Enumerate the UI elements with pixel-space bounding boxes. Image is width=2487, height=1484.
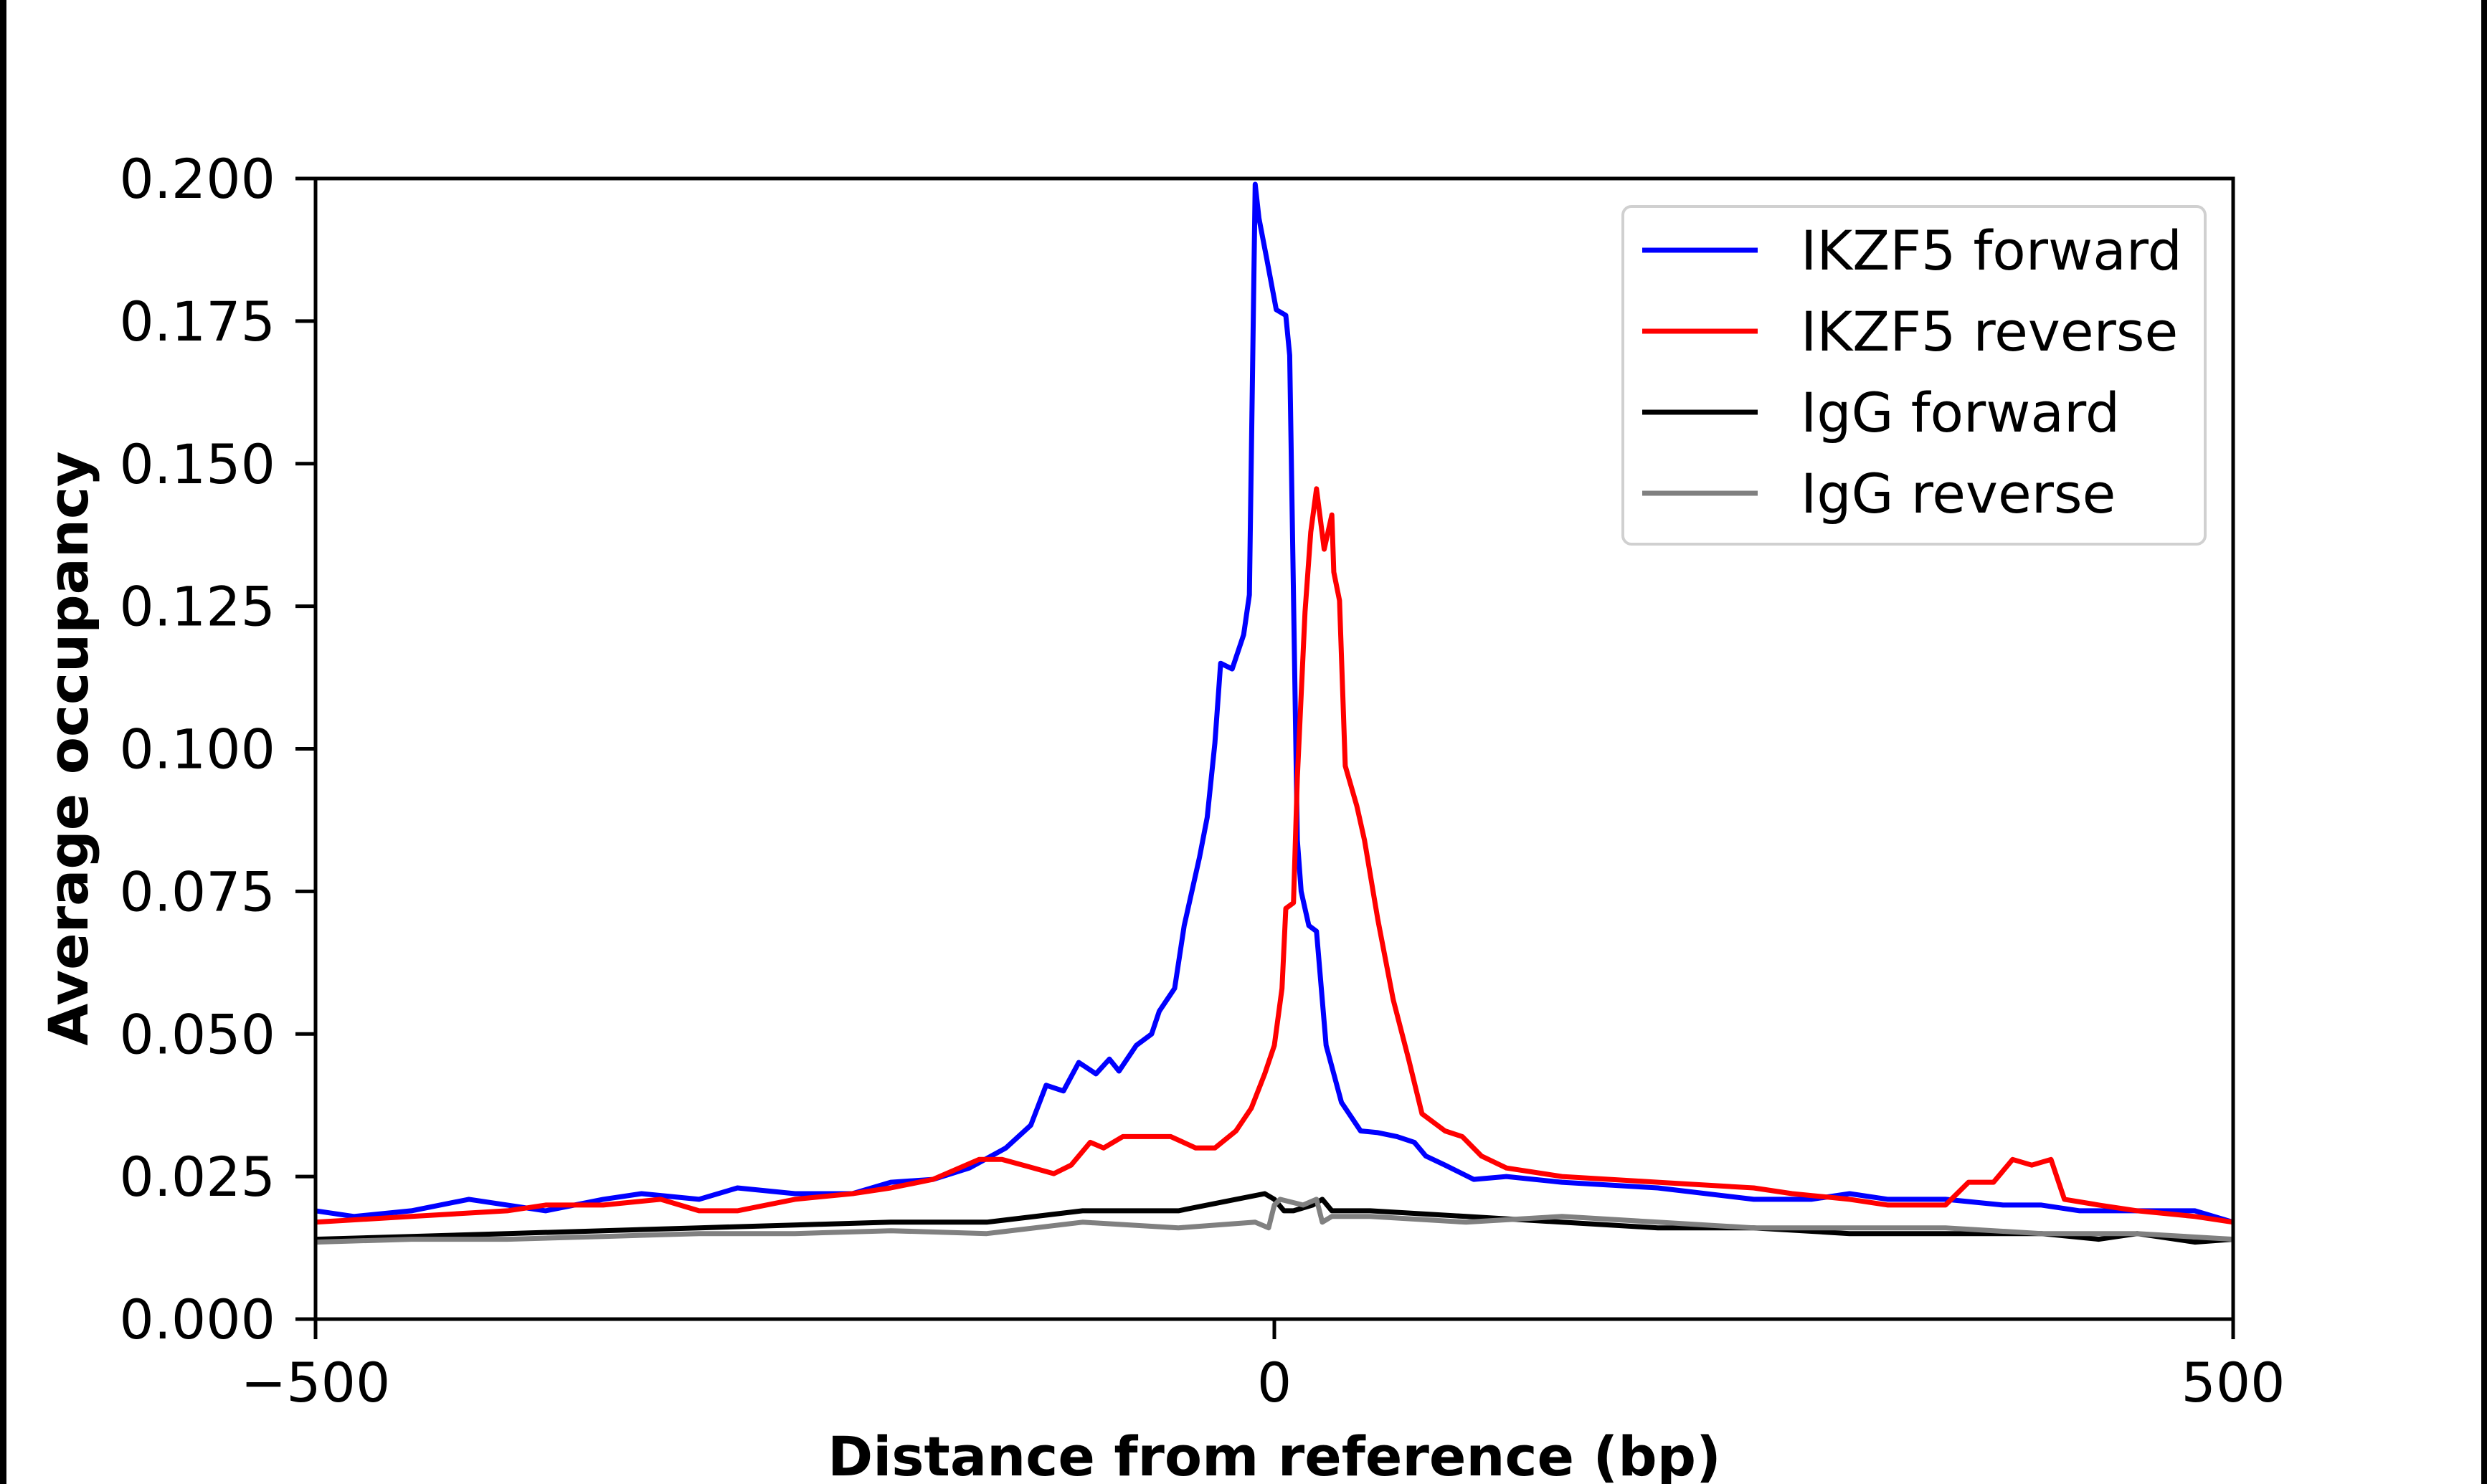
x-axis-label: Distance from reference (bp) — [828, 1424, 1721, 1484]
y-tick-label: 0.200 — [119, 147, 275, 211]
series-line-4 — [315, 1197, 2234, 1245]
y-tick-label: 0.075 — [119, 860, 275, 923]
y-tick-label: 0.125 — [119, 575, 275, 639]
x-tick-label: 0 — [1257, 1351, 1292, 1414]
y-tick-label: 0.100 — [119, 718, 275, 781]
legend-label-2: IKZF5 reverse — [1801, 300, 2178, 363]
legend-box — [1621, 205, 2207, 546]
y-tick-label: 0.000 — [119, 1288, 275, 1351]
x-tick-label: −500 — [241, 1351, 391, 1414]
y-tick-label: 0.150 — [119, 432, 275, 496]
y-tick-label: 0.175 — [119, 290, 275, 353]
y-axis-label: Average occupancy — [37, 451, 100, 1045]
series-line-1 — [315, 181, 2234, 1225]
legend: IKZF5 forward IKZF5 reverse IgG forward IgG… — [1621, 205, 2207, 546]
legend-label-3: IgG forward — [1801, 381, 2120, 444]
ticks-layer: −500 0 500 0.000 0.025 0.050 0.075 0.100 0.125 0.… — [119, 147, 2285, 1414]
left-border — [0, 0, 6, 1484]
y-tick-label: 0.050 — [119, 1002, 275, 1066]
legend-label-1: IKZF5 forward — [1801, 219, 2182, 282]
right-border — [2481, 0, 2487, 1484]
x-tick-label: 500 — [2181, 1351, 2285, 1414]
series-layer — [315, 181, 2234, 1245]
y-tick-label: 0.025 — [119, 1145, 275, 1209]
series-line-2 — [315, 486, 2234, 1225]
series-line-3 — [315, 1191, 2234, 1245]
legend-label-4: IgG reverse — [1801, 462, 2116, 525]
